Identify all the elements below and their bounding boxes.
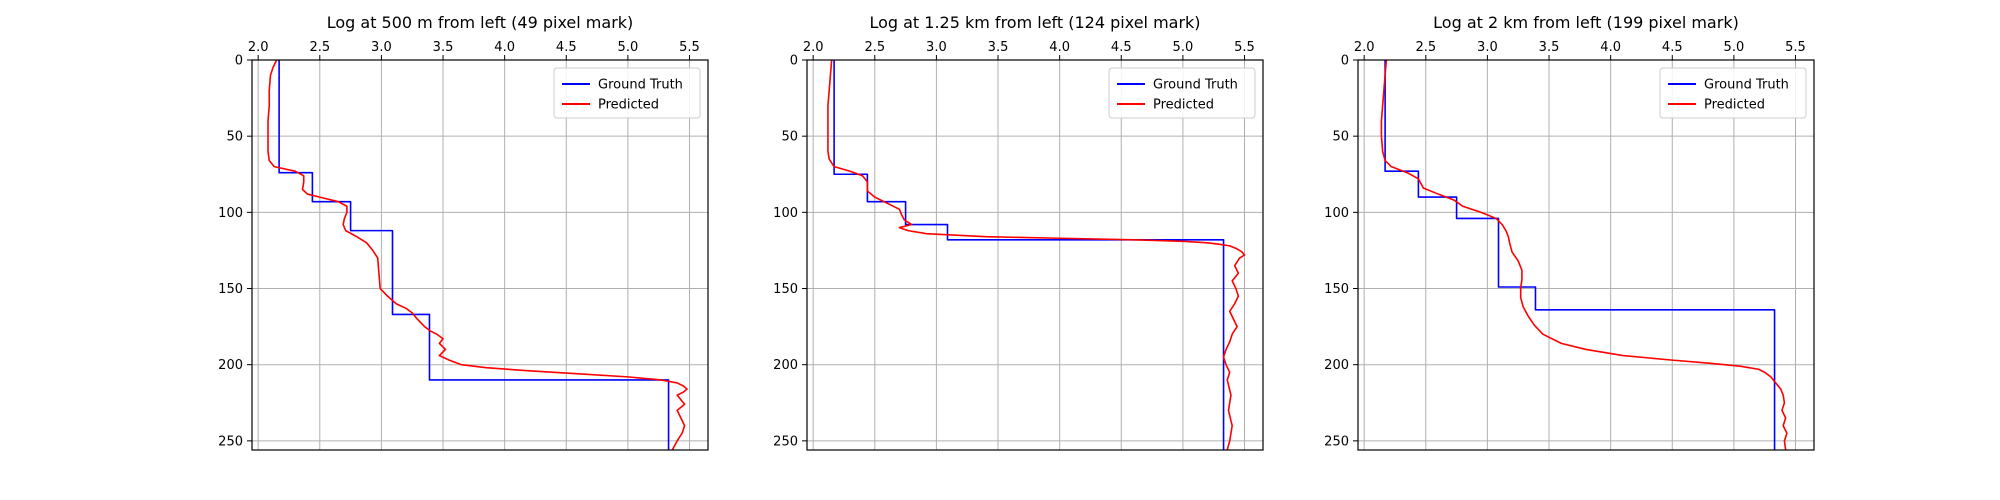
predicted-line (1380, 60, 1788, 450)
x-tick-label: 4.5 (1662, 40, 1683, 55)
y-tick-label: 0 (235, 54, 243, 69)
legend-label: Predicted (1153, 98, 1214, 113)
x-tick-label: 5.5 (679, 40, 700, 55)
plot-frame (806, 59, 1264, 451)
plot-frame (251, 59, 709, 451)
y-tick-label: 100 (773, 206, 798, 221)
x-tick-label: 2.5 (1415, 40, 1436, 55)
legend: Ground Truth Predicted (1659, 67, 1807, 119)
legend-label: Ground Truth (598, 78, 683, 93)
x-tick-label: 2.5 (864, 40, 885, 55)
ground-truth-line (833, 60, 1225, 450)
legend-label: Ground Truth (1153, 78, 1238, 93)
y-tick-label: 0 (790, 54, 798, 69)
chart-panel-3: Log at 2 km from left (199 pixel mark) 2.… (1324, 13, 1815, 451)
legend-label: Predicted (598, 98, 659, 113)
legend-box (1108, 67, 1256, 119)
y-tick-label: 50 (1332, 130, 1349, 145)
x-tick-label: 3.0 (926, 40, 947, 55)
x-tick-label: 2.5 (309, 40, 330, 55)
y-tick-label: 150 (1324, 282, 1349, 297)
y-tick-label: 250 (218, 434, 243, 449)
x-tick-label: 5.5 (1785, 40, 1806, 55)
x-tick-label: 2.0 (1354, 40, 1375, 55)
legend: Ground Truth Predicted (1108, 67, 1256, 119)
predicted-line (267, 60, 688, 450)
x-tick-label: 2.0 (803, 40, 824, 55)
ground-truth-line (1384, 60, 1776, 450)
legend: Ground Truth Predicted (553, 67, 701, 119)
x-tick-label: 3.0 (1477, 40, 1498, 55)
legend-label: Predicted (1704, 98, 1765, 113)
x-tick-label: 3.5 (1539, 40, 1560, 55)
y-tick-label: 200 (218, 358, 243, 373)
x-tick-label: 4.0 (1600, 40, 1621, 55)
y-tick-label: 250 (773, 434, 798, 449)
y-tick-label: 50 (781, 130, 798, 145)
chart-title: Log at 500 m from left (49 pixel mark) (327, 13, 634, 32)
plot-frame (1357, 59, 1815, 451)
x-tick-label: 5.0 (618, 40, 639, 55)
y-tick-label: 100 (1324, 206, 1349, 221)
y-tick-label: 250 (1324, 434, 1349, 449)
chart-title: Log at 1.25 km from left (124 pixel mark… (869, 13, 1200, 32)
x-tick-label: 5.0 (1724, 40, 1745, 55)
x-tick-label: 3.0 (371, 40, 392, 55)
legend-box (553, 67, 701, 119)
x-tick-label: 4.5 (556, 40, 577, 55)
y-tick-label: 50 (226, 130, 243, 145)
legend-box (1659, 67, 1807, 119)
y-tick-label: 150 (218, 282, 243, 297)
x-tick-label: 4.0 (494, 40, 515, 55)
legend-label: Ground Truth (1704, 78, 1789, 93)
y-tick-label: 200 (773, 358, 798, 373)
x-tick-label: 4.5 (1111, 40, 1132, 55)
x-tick-label: 3.5 (988, 40, 1009, 55)
chart-title: Log at 2 km from left (199 pixel mark) (1433, 13, 1739, 32)
x-tick-label: 5.5 (1234, 40, 1255, 55)
y-tick-label: 150 (773, 282, 798, 297)
x-tick-label: 4.0 (1049, 40, 1070, 55)
chart-panel-1: Log at 500 m from left (49 pixel mark) 2.… (218, 13, 709, 451)
x-tick-label: 3.5 (433, 40, 454, 55)
x-tick-label: 5.0 (1173, 40, 1194, 55)
chart-panel-2: Log at 1.25 km from left (124 pixel mark… (773, 13, 1264, 451)
y-tick-label: 200 (1324, 358, 1349, 373)
predicted-line (827, 60, 1246, 450)
y-tick-label: 100 (218, 206, 243, 221)
x-tick-label: 2.0 (248, 40, 269, 55)
ground-truth-line (278, 60, 670, 450)
y-tick-label: 0 (1341, 54, 1349, 69)
